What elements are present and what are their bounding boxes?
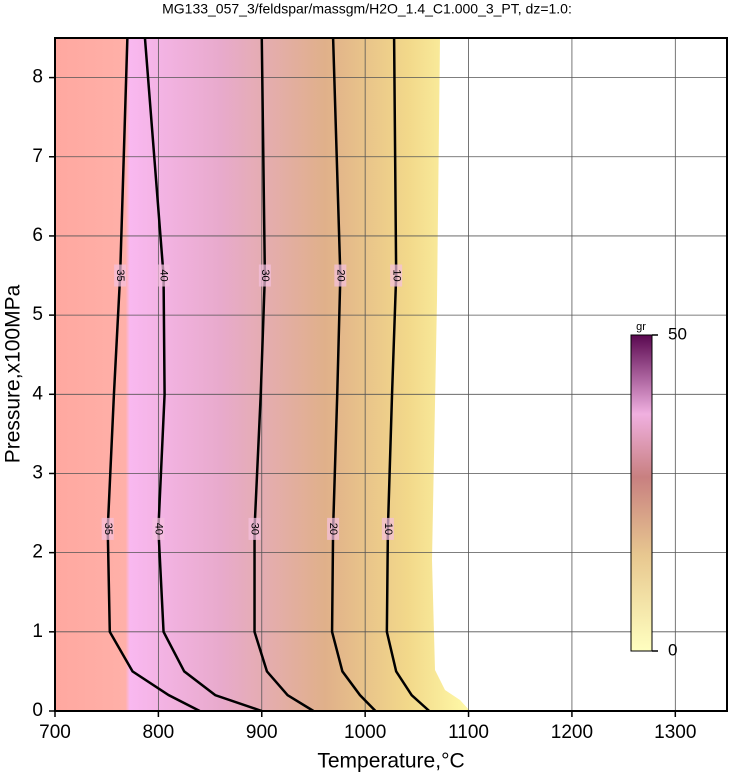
colorbar-tick-label: 0 [668, 640, 677, 659]
contour-label: 20 [327, 523, 339, 535]
contour-line [106, 37, 201, 713]
contour-label: 10 [382, 523, 394, 535]
contour-label-bg [101, 517, 114, 540]
x-tick-label: 1300 [654, 722, 696, 743]
contour-label: 20 [334, 269, 346, 281]
y-tick-label: 1 [32, 621, 43, 642]
x-tick-label: 800 [143, 722, 175, 743]
x-tick-label: 1200 [551, 722, 593, 743]
x-tick-label: 900 [246, 722, 278, 743]
contour-label-bg [381, 517, 394, 540]
contour-label-bg [390, 264, 403, 287]
contour-label: 30 [259, 269, 271, 281]
contour-line [143, 37, 263, 713]
y-tick-label: 6 [32, 225, 43, 246]
contour-label-bg [114, 264, 127, 287]
contour-label-bg [157, 264, 170, 287]
y-tick-label: 4 [32, 383, 43, 404]
contour-label-bg [248, 517, 261, 540]
grid [54, 38, 727, 712]
contour-label: 35 [114, 269, 126, 281]
y-tick-label: 8 [32, 67, 43, 88]
y-tick-label: 5 [32, 304, 43, 325]
colorbar-tick-label: 50 [668, 324, 687, 343]
y-tick-label: 3 [32, 462, 43, 483]
x-tick-label: 1100 [448, 722, 489, 743]
y-tick-label: 2 [32, 542, 43, 563]
contour-label: 40 [152, 523, 164, 535]
contour-label-bg [327, 517, 340, 540]
contour-line [385, 37, 431, 712]
contour-label-bg [258, 264, 271, 287]
contour-line [330, 37, 377, 712]
y-tick-label: 7 [32, 146, 43, 167]
contour-line [253, 37, 315, 713]
contour-label-bg [334, 264, 347, 287]
contour-label: 35 [102, 523, 114, 535]
colorbar-label: gr [636, 321, 646, 333]
colorbar [630, 334, 653, 652]
x-tick-label: 1000 [344, 722, 386, 743]
y-tick-label: 0 [32, 700, 43, 721]
y-axis-label: Pressure,x100MPa [2, 284, 25, 463]
chart-title: MG133_057_3/feldspar/massgm/H2O_1.4_C1.0… [162, 1, 572, 17]
x-axis-label: Temperature,°C [317, 750, 464, 773]
contour-label: 30 [249, 523, 261, 535]
contour-label: 10 [390, 269, 402, 281]
plot-frame [54, 37, 728, 712]
contour-label-bg [152, 517, 165, 540]
contours: 35 35 40 40 30 30 20 20 10 10 [101, 37, 431, 713]
contour-label: 40 [158, 269, 170, 281]
x-tick-label: 700 [39, 722, 71, 743]
